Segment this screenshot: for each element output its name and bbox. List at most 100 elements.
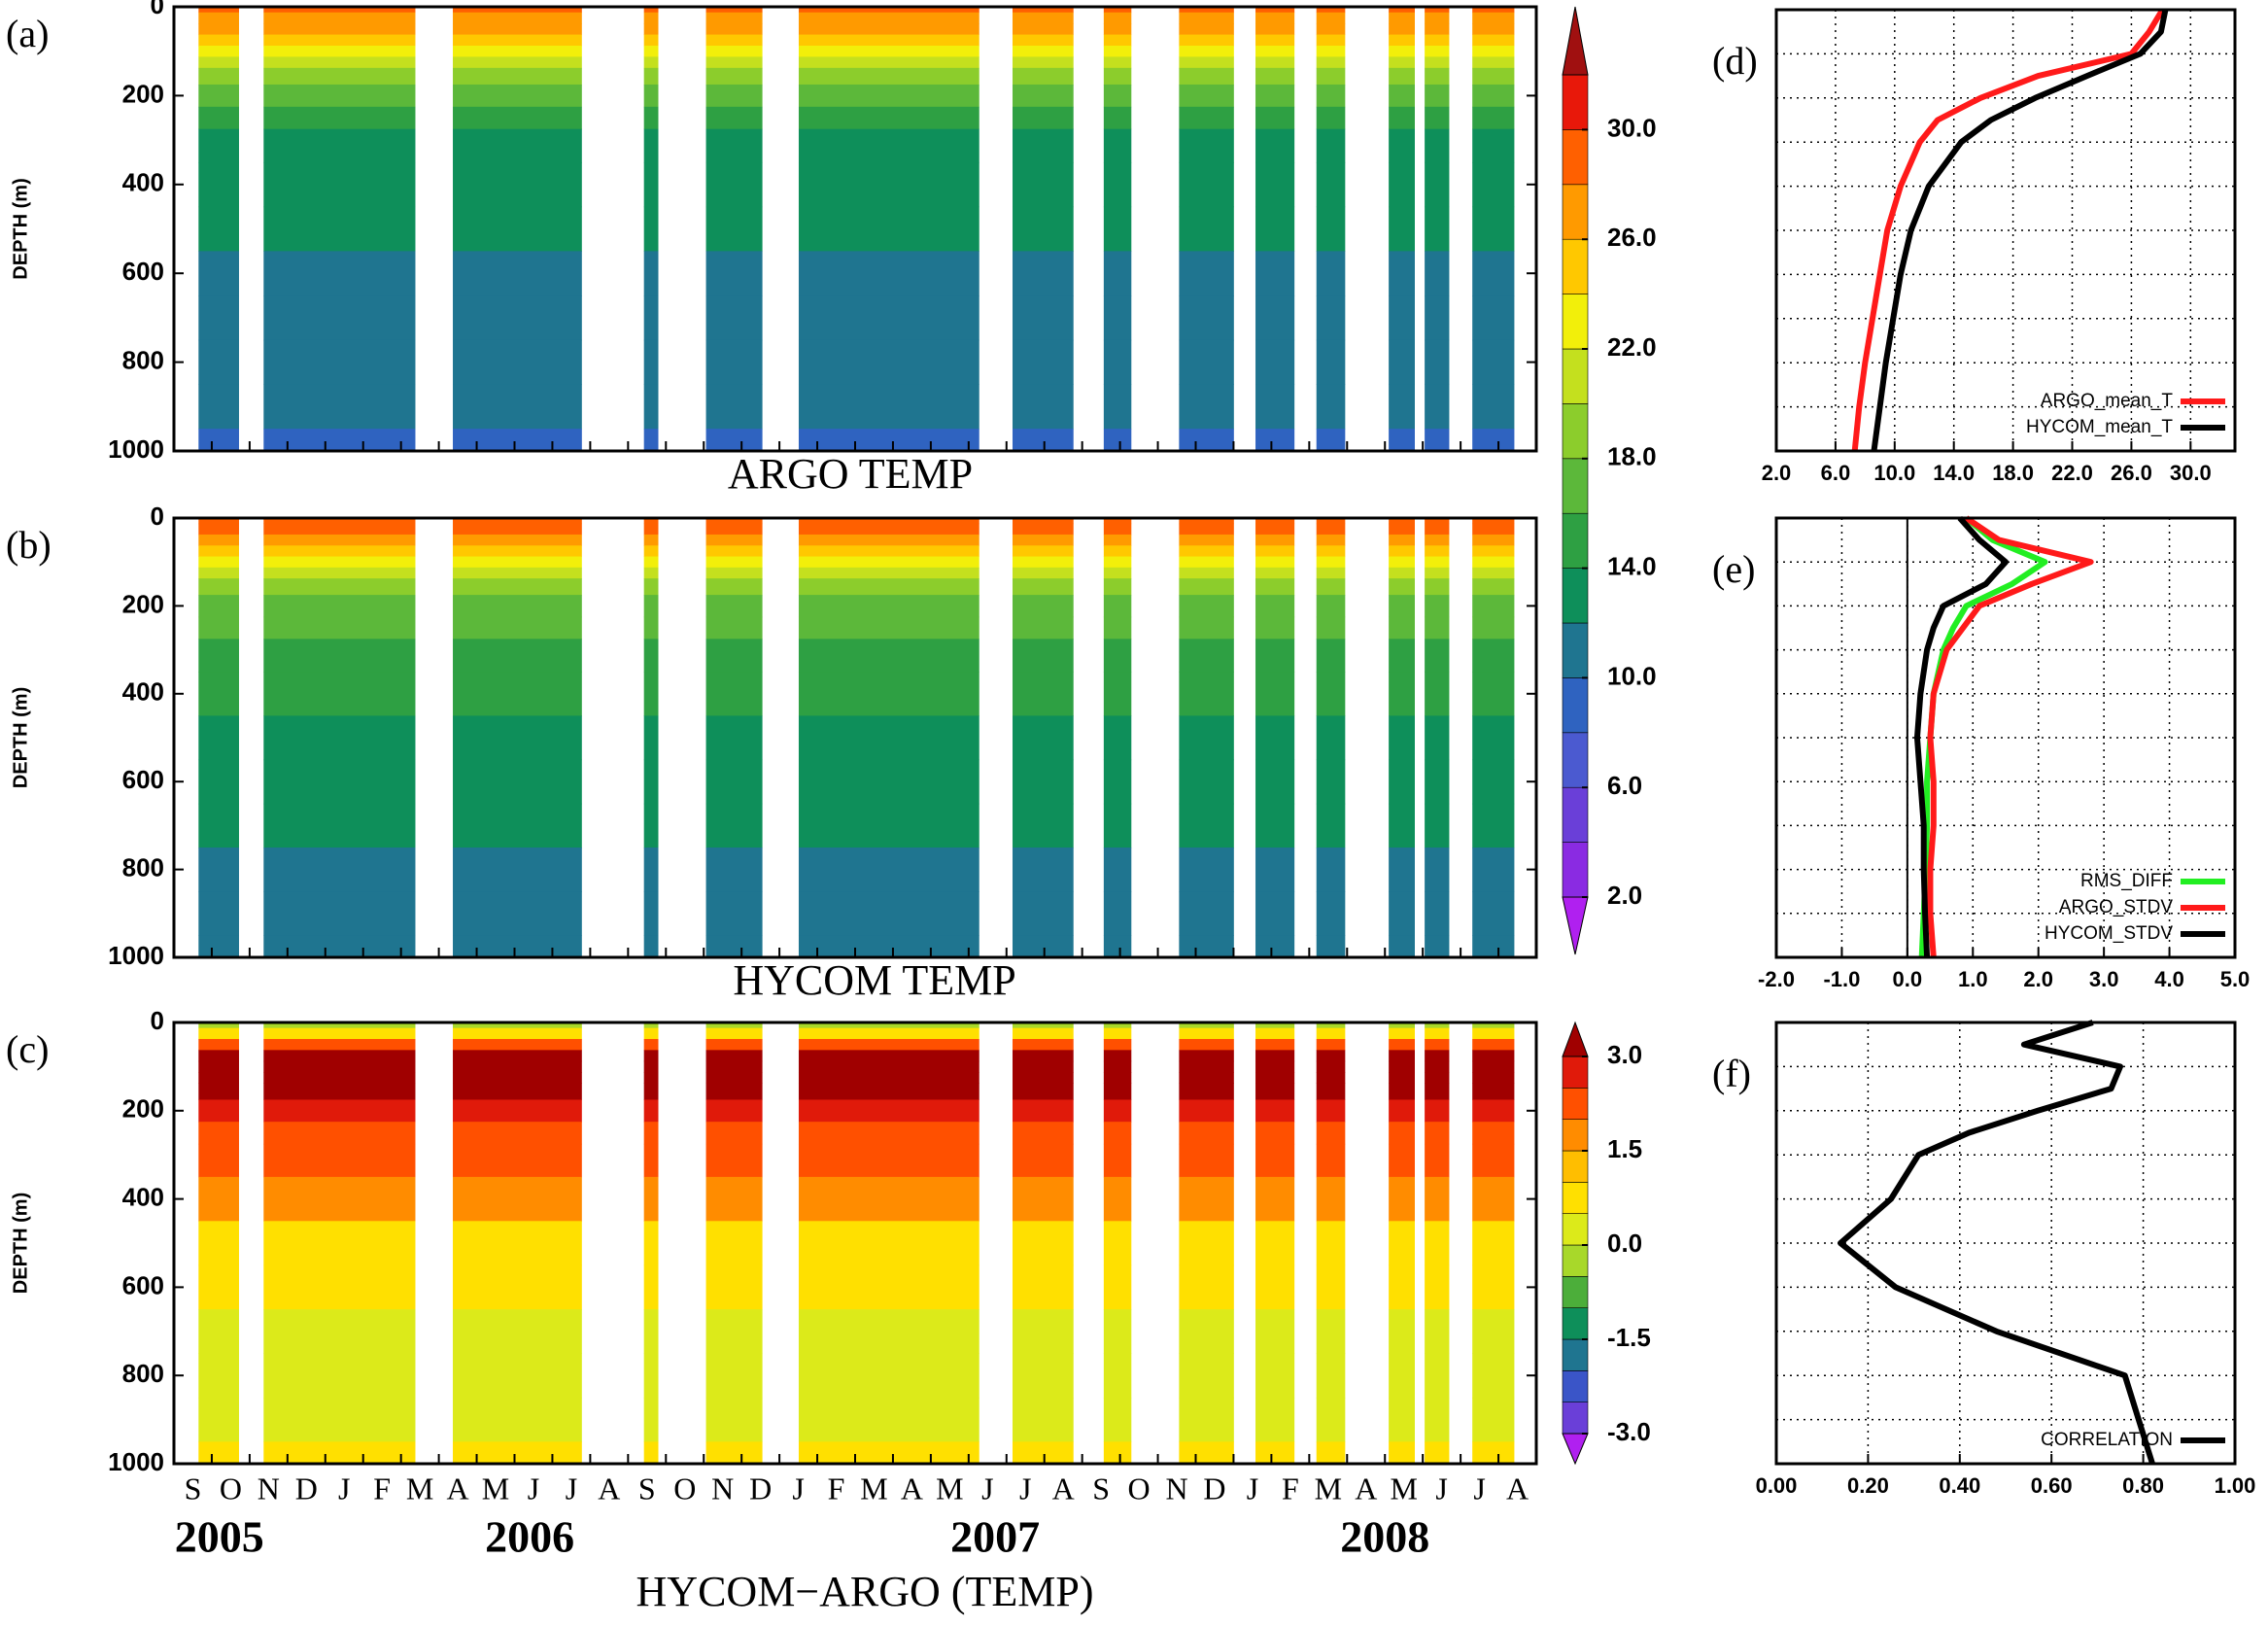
contour-cell (1472, 759, 1515, 805)
contour-cell (1425, 715, 1450, 761)
contour-cell (1472, 1143, 1515, 1178)
contour-cell (1255, 1143, 1295, 1178)
contour-cell (1425, 1050, 1450, 1062)
contour-cell (263, 567, 416, 579)
contour-cell (1103, 161, 1132, 208)
contour-cell (198, 7, 239, 14)
contour-cell (705, 1397, 763, 1442)
contour-cell (1425, 1060, 1450, 1073)
contour-cell (1255, 1060, 1295, 1073)
contour-cell (1013, 935, 1074, 958)
contour-cell (1425, 1441, 1450, 1465)
x-tick-label: 0.20 (1847, 1473, 1889, 1498)
contour-cell (1472, 518, 1515, 525)
contour-cell (1472, 251, 1515, 296)
contour-cell (643, 251, 659, 296)
contour-cell (1179, 567, 1234, 579)
contour-cell (1316, 1027, 1346, 1040)
y-axis-label: DEPTH (m) (10, 178, 31, 279)
contour-cell (263, 1072, 416, 1084)
contour-cell (705, 161, 763, 208)
contour-cell (1316, 295, 1346, 341)
contour-cell (1316, 161, 1346, 208)
contour-cell (705, 429, 763, 452)
contour-cell (1389, 518, 1415, 525)
contour-cell (1103, 715, 1132, 761)
contour-cell (1472, 84, 1515, 108)
contour-cell (1179, 12, 1234, 24)
month-label: N (1165, 1471, 1187, 1506)
contour-cell (1316, 759, 1346, 805)
contour-cell (1425, 161, 1450, 208)
contour-cell (453, 1143, 582, 1178)
contour-cell (1389, 1122, 1415, 1145)
contour-cell (453, 56, 582, 69)
contour-cell (1472, 567, 1515, 579)
contour-cell (1013, 23, 1074, 36)
contour-cell (798, 1309, 979, 1354)
contour-cell (198, 251, 239, 296)
contour-cell (643, 23, 659, 36)
contour-cell (453, 384, 582, 430)
year-label: 2005 (175, 1512, 264, 1562)
contour-cell (798, 1039, 979, 1051)
month-label: M (860, 1471, 887, 1506)
contour-cell (453, 545, 582, 558)
contour-cell (198, 672, 239, 716)
contour-cell (1179, 534, 1234, 546)
contour-cell (705, 1353, 763, 1399)
contour-cell (1316, 534, 1346, 546)
contour-cell (453, 1309, 582, 1354)
month-label: J (1019, 1471, 1031, 1506)
contour-cell (453, 429, 582, 452)
contour-cell (453, 1353, 582, 1399)
contour-cell (1472, 67, 1515, 86)
month-label: S (1092, 1471, 1110, 1506)
contour-cell (263, 339, 416, 385)
month-label: M (1315, 1471, 1342, 1506)
contour-cell (263, 7, 416, 14)
contour-cell (1316, 7, 1346, 14)
contour-cell (643, 7, 659, 14)
contour-cell (1103, 56, 1132, 69)
contour-cell (1472, 1397, 1515, 1442)
contour-cell (1425, 251, 1450, 296)
contour-cell (1179, 672, 1234, 716)
contour-cell (798, 56, 979, 69)
x-tick-label: 18.0 (1992, 461, 2034, 485)
contour-cell (1425, 1176, 1450, 1222)
contour-cell (1179, 1397, 1234, 1442)
colorbar-tick-label: 26.0 (1607, 223, 1657, 252)
contour-cell (1179, 1022, 1234, 1029)
contour-cell (1389, 891, 1415, 936)
contour-cell (1179, 1143, 1234, 1178)
contour-cell (453, 1264, 582, 1310)
contour-cell (705, 1083, 763, 1100)
contour-cell (1425, 1122, 1450, 1145)
chart-title: ARGO TEMP (728, 450, 973, 498)
contour-cell (705, 106, 763, 130)
contour-cell (705, 545, 763, 558)
contour-cell (1179, 1050, 1234, 1062)
contour-cell (1013, 578, 1074, 596)
contour-cell (705, 1143, 763, 1178)
contour-cell (198, 1060, 239, 1073)
contour-cell (1179, 518, 1234, 525)
contour-cell (263, 251, 416, 296)
contour-cell (643, 295, 659, 341)
contour-cell (1389, 295, 1415, 341)
contour-cell (453, 639, 582, 673)
contour-cell (643, 803, 659, 848)
contour-cell (198, 556, 239, 569)
contour-cell (705, 567, 763, 579)
contour-cell (1425, 556, 1450, 569)
contour-cell (1103, 429, 1132, 452)
panel-label: (a) (6, 12, 49, 55)
colorbar-segment (1562, 1150, 1589, 1183)
y-axis-label: DEPTH (m) (10, 1193, 31, 1294)
contour-cell (1472, 34, 1515, 47)
contour-cell (1179, 1083, 1234, 1100)
colorbar-extension (1562, 6, 1589, 76)
contour-cell (1472, 128, 1515, 163)
contour-cell (1472, 106, 1515, 130)
